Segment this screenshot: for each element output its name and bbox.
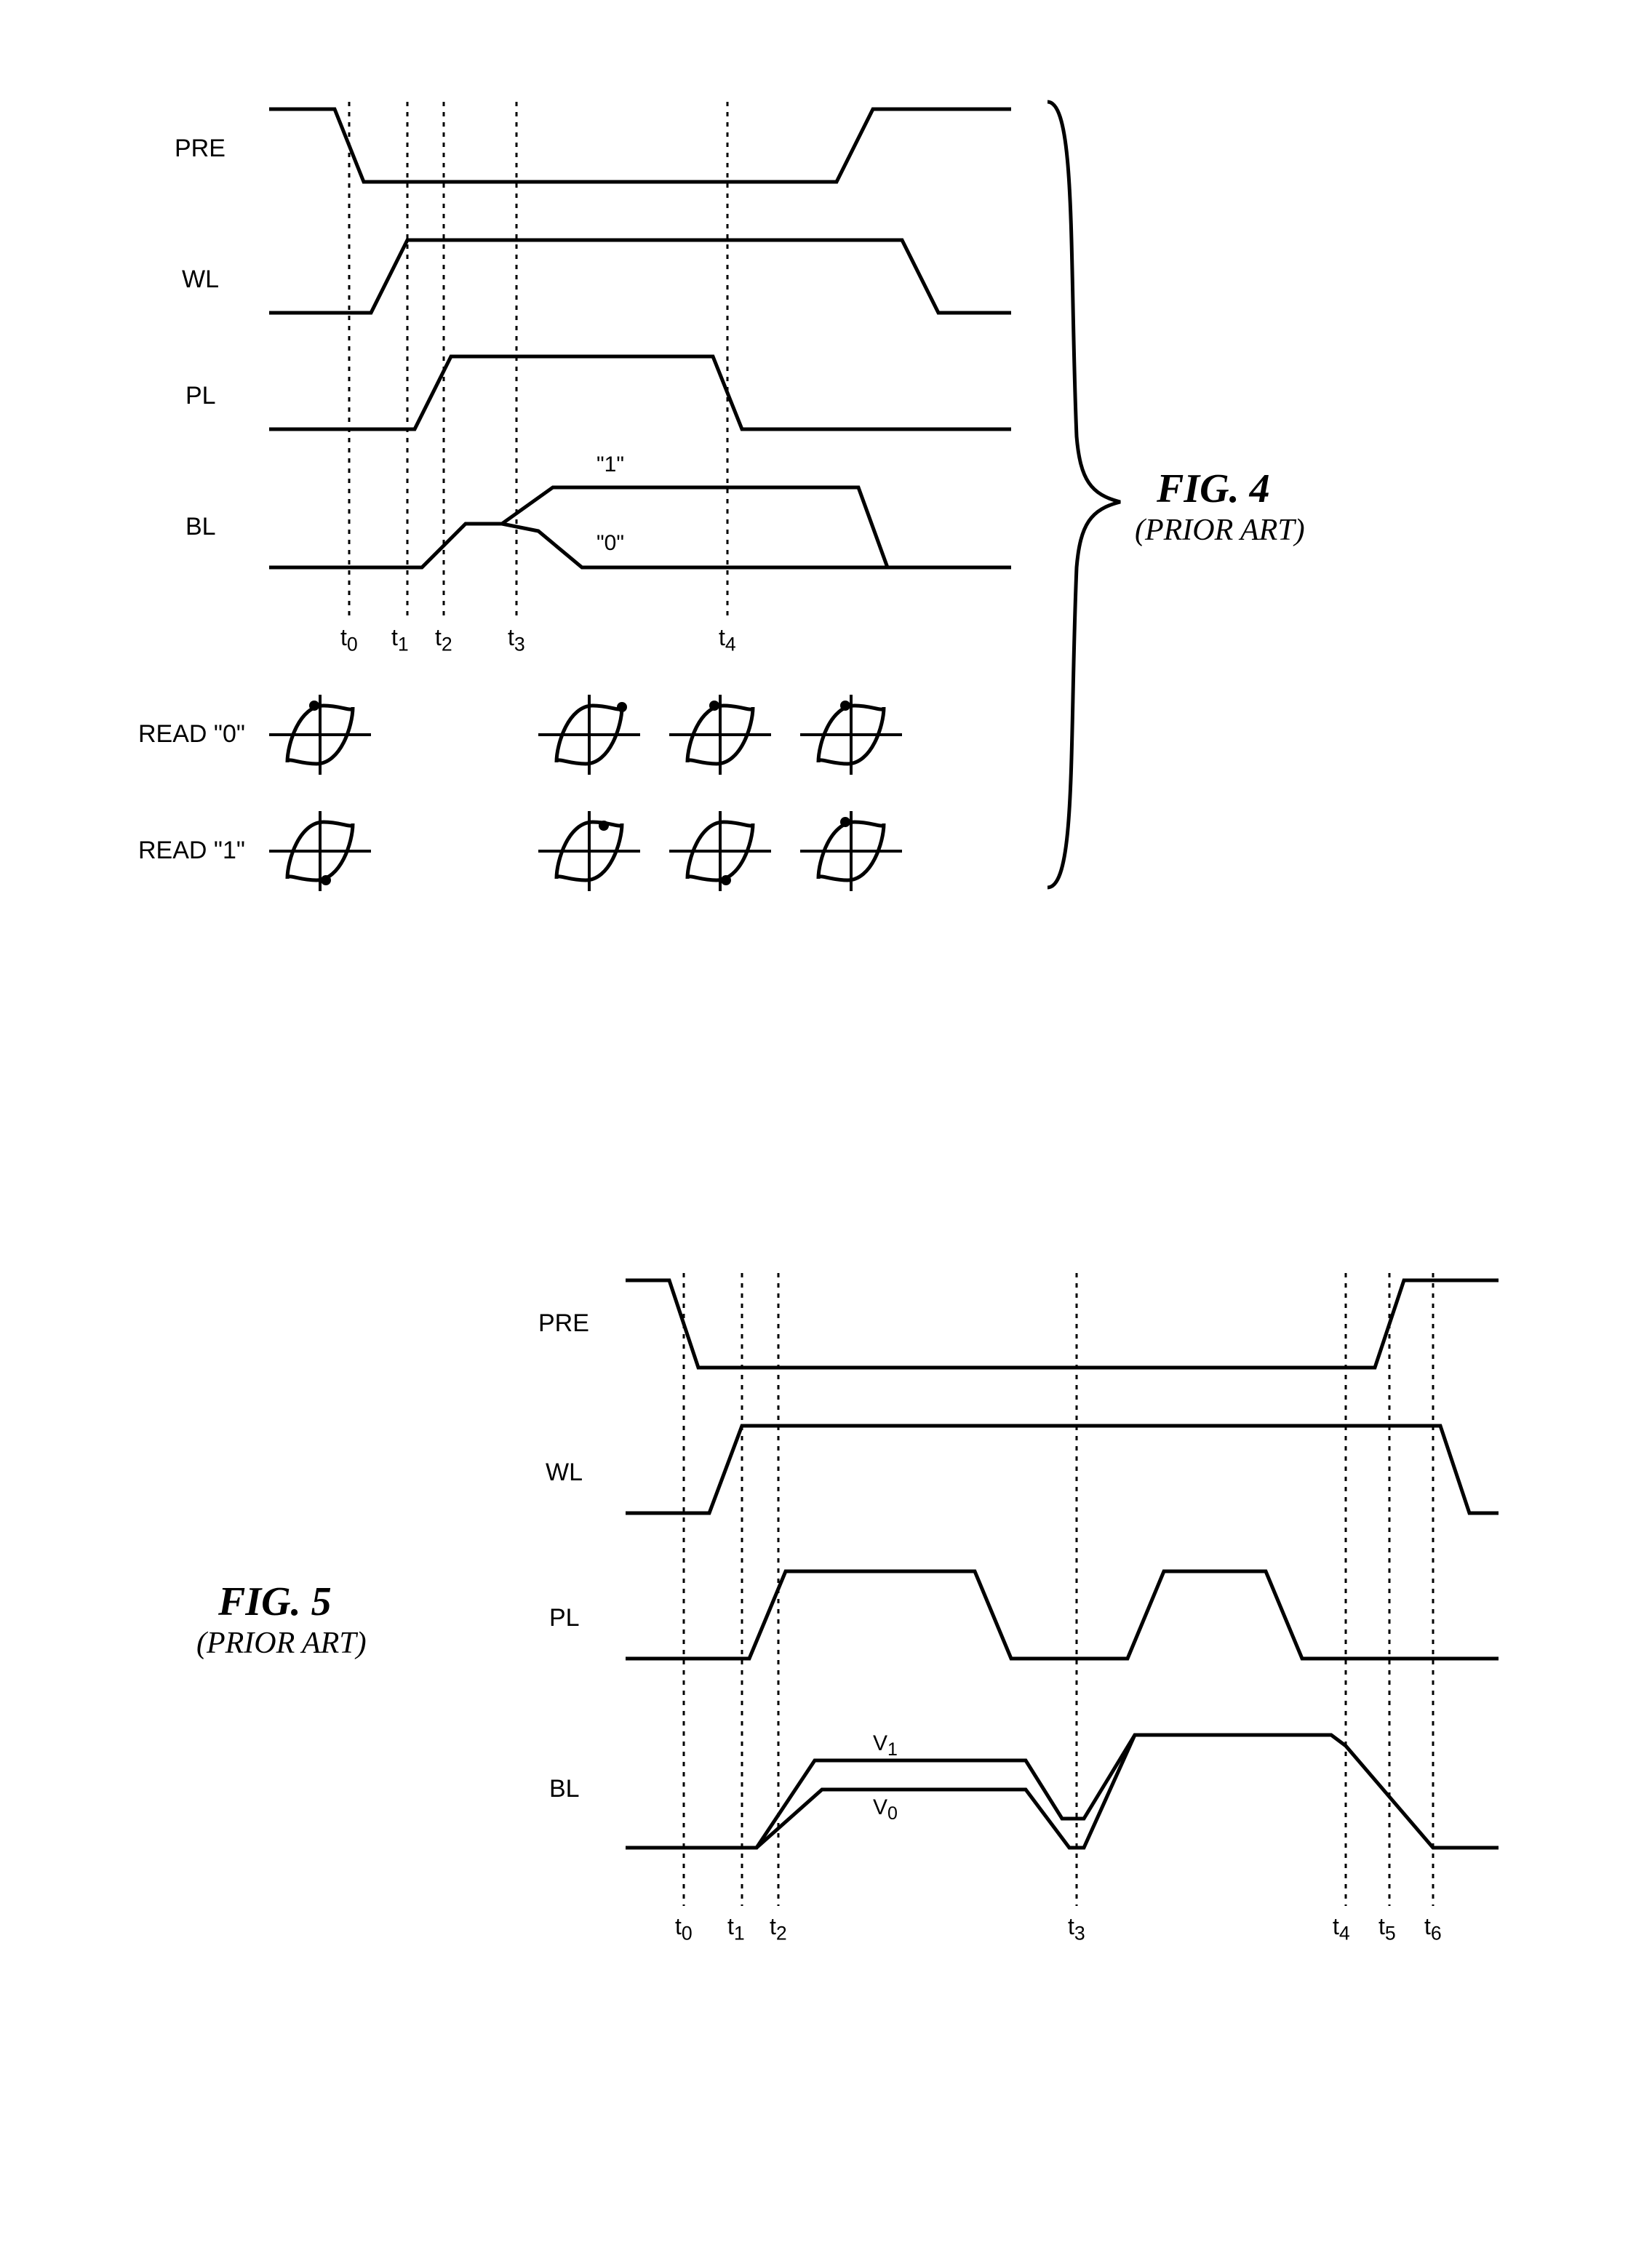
hyst-r1c3 [800,811,902,891]
hyst-r1c0 [269,811,371,891]
hyst-r1c2 [669,811,771,891]
hyst-r0c0 [269,695,371,775]
fig5-pre [626,1280,1499,1368]
fig4-subtitle: (PRIOR ART) [1135,513,1305,548]
fig5-label-pre: PRE [538,1309,589,1338]
hyst-r0c2 [669,695,771,775]
fig5-t4: t4 [1333,1913,1350,1944]
fig5-t0: t0 [675,1913,693,1944]
fig5-t5: t5 [1378,1913,1396,1944]
hyst-r0c1 [538,695,640,775]
fig5-v0: V0 [873,1795,898,1824]
fig5-title: FIG. 5 [218,1579,332,1625]
fig5-label-bl: BL [549,1775,580,1803]
fig5-bl [626,1735,1499,1848]
fig5-v1: V1 [873,1731,898,1760]
fig5-subtitle: (PRIOR ART) [196,1626,367,1661]
fig5-pl [626,1571,1499,1659]
fig5-diagram [29,1193,1623,2211]
fig5-t1: t1 [727,1913,745,1944]
hyst-r0c3 [800,695,902,775]
fig4-title: FIG. 4 [1157,466,1270,512]
fig5-t6: t6 [1424,1913,1442,1944]
fig4-hyst-grid [29,29,1623,975]
fig5-t2: t2 [770,1913,787,1944]
fig5-wl [626,1426,1499,1513]
hyst-r1c1 [538,811,640,891]
fig5-label-wl: WL [546,1459,583,1487]
fig5-t3: t3 [1068,1913,1085,1944]
fig5-label-pl: PL [549,1604,580,1632]
